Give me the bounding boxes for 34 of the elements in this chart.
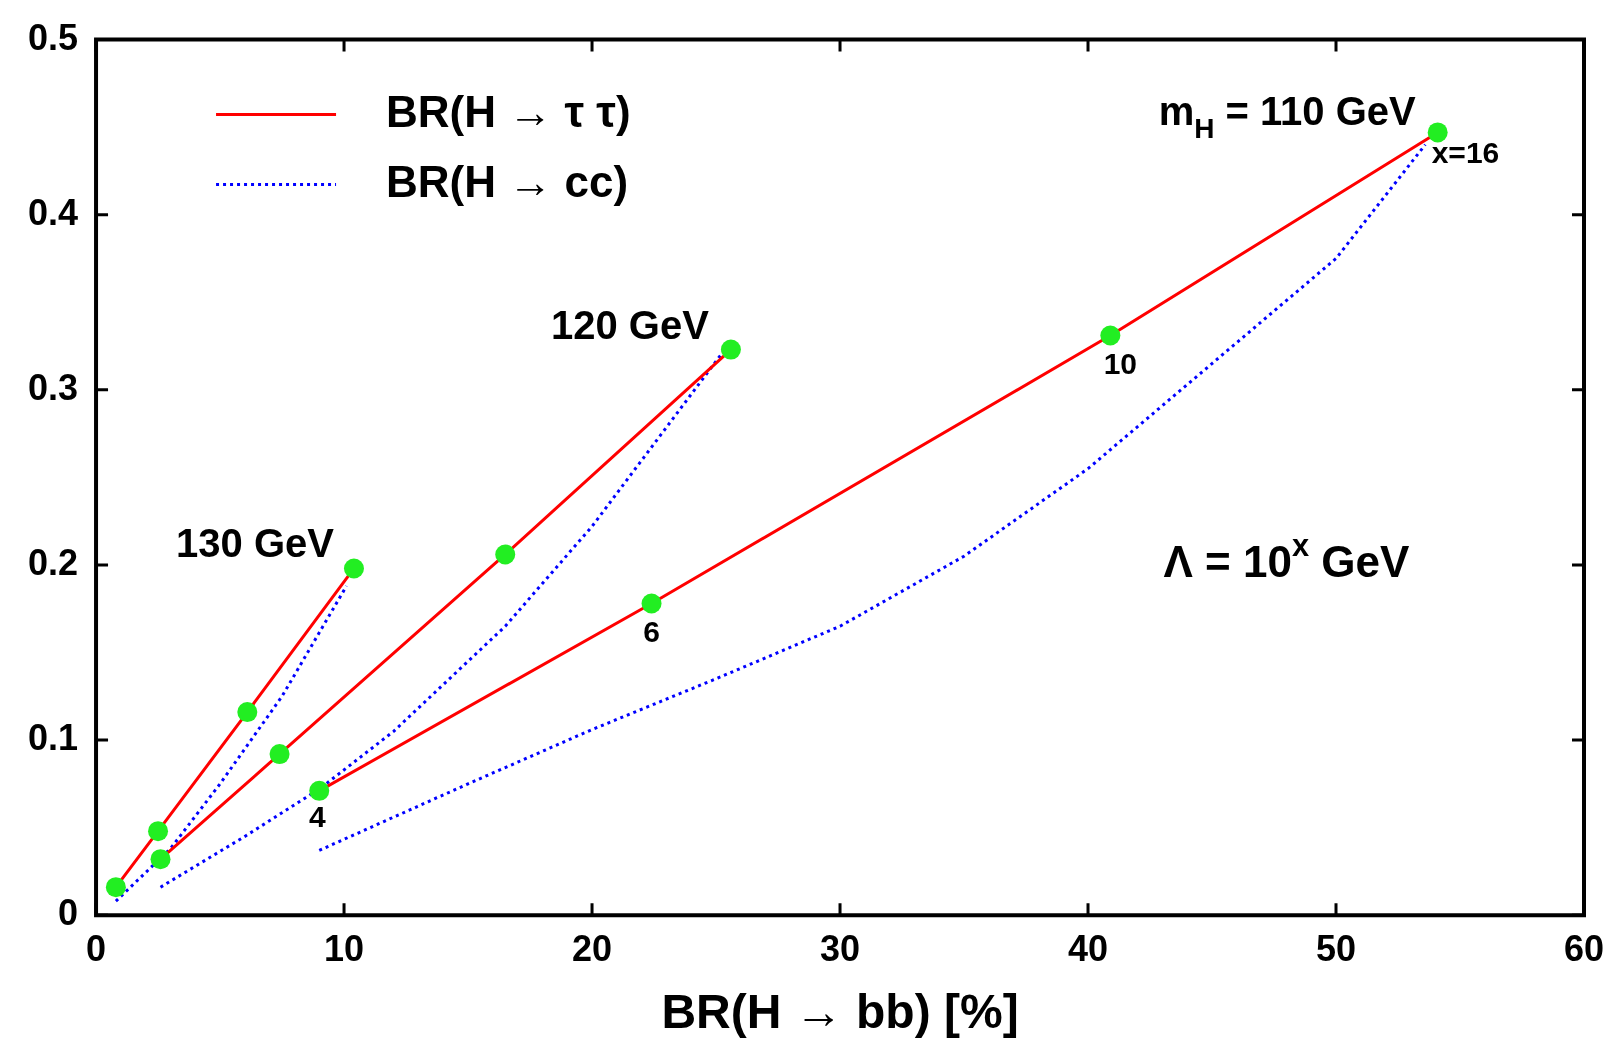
point: [495, 544, 516, 565]
point: [641, 593, 662, 614]
point: [720, 339, 741, 360]
y-tick-label: 0: [58, 892, 79, 934]
y-tick-label: 0.3: [28, 366, 79, 408]
x-tick-label: 20: [572, 927, 613, 969]
x-axis-title: BR(H → bb) [%]: [661, 985, 1019, 1039]
x-tick-label: 10: [324, 927, 365, 969]
legend-label: BR(H → cc): [386, 156, 629, 206]
annotation: 4: [308, 800, 326, 834]
point: [309, 780, 330, 801]
point: [105, 877, 126, 898]
point: [237, 702, 258, 723]
point: [343, 558, 364, 579]
point: [1427, 122, 1448, 143]
x-tick-label: 30: [820, 927, 861, 969]
point: [1100, 325, 1121, 346]
y-tick-label: 0.4: [28, 191, 79, 233]
x-tick-label: 0: [86, 927, 107, 969]
annotation: 120 GeV: [551, 302, 710, 347]
x-tick-label: 40: [1067, 927, 1109, 969]
x-tick-label: 50: [1315, 927, 1357, 969]
y-tick-label: 0.1: [28, 717, 79, 758]
point: [150, 849, 171, 870]
x-tick-label: 60: [1563, 927, 1605, 969]
annotation: x=16: [1431, 135, 1500, 169]
point: [148, 821, 169, 842]
annotation: 130 GeV: [176, 521, 335, 566]
y-tick-label: 0.5: [28, 16, 79, 58]
point: [269, 744, 290, 765]
annotation: 6: [643, 614, 660, 648]
annotation: 10: [1103, 346, 1138, 380]
y-tick-label: 0.2: [28, 541, 79, 583]
legend-label: BR(H → τ τ): [386, 86, 631, 136]
